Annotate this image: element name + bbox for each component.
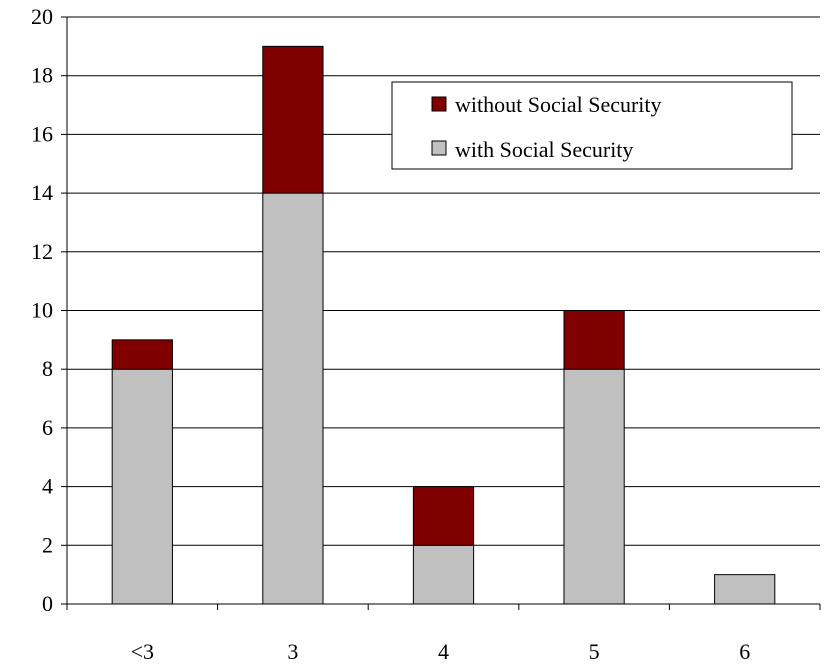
- y-tick-label: 10: [31, 298, 53, 323]
- bar-segment-with-social-security: [563, 368, 625, 605]
- x-tick-label: 6: [739, 639, 750, 664]
- x-tick-label: 5: [589, 639, 600, 664]
- y-tick-label: 18: [31, 63, 53, 88]
- bar-segment-with-social-security: [111, 368, 173, 605]
- bar-segment-without-social-security: [262, 45, 324, 194]
- legend-swatch-with-social-security: [431, 140, 447, 156]
- bar-segment-with-social-security: [412, 544, 475, 605]
- y-tick-label: 16: [31, 121, 53, 146]
- legend-label-with-social-security: with Social Security: [455, 137, 633, 162]
- gridlines: [67, 16, 820, 546]
- y-tick-label: 4: [42, 474, 53, 499]
- x-tick-labels: <3 3 4 5 6: [131, 639, 751, 664]
- y-tick-label: 6: [42, 415, 53, 440]
- legend-label-without-social-security: without Social Security: [455, 92, 662, 117]
- legend-swatch-without-social-security: [431, 96, 447, 112]
- y-tick-label: 0: [42, 591, 53, 616]
- bar-segment-without-social-security: [412, 486, 475, 546]
- y-tick-label: 12: [31, 239, 53, 264]
- x-tick-label: 3: [287, 639, 298, 664]
- y-tick-label: 20: [31, 4, 53, 29]
- x-tick-label: 4: [438, 639, 449, 664]
- bar-segment-with-social-security: [714, 574, 776, 605]
- x-tick-label: <3: [131, 639, 154, 664]
- bar-segment-with-social-security: [262, 192, 324, 605]
- bar-segment-without-social-security: [111, 339, 173, 370]
- legend: without Social Security with Social Secu…: [391, 81, 793, 170]
- y-tick-label: 2: [42, 532, 53, 557]
- y-tick-label: 14: [31, 180, 53, 205]
- axes: [61, 16, 821, 610]
- legend-box: [391, 81, 793, 170]
- y-tick-labels: 0 2 4 6 8 10 12 14 16 18 20: [31, 4, 53, 616]
- y-tick-label: 8: [42, 356, 53, 381]
- bar-segment-without-social-security: [563, 310, 625, 370]
